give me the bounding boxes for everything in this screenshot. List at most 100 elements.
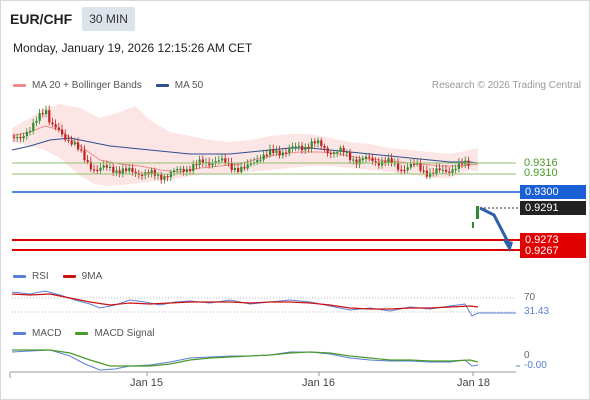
candle-body — [240, 166, 243, 172]
candle-body — [454, 168, 457, 171]
credit-text: Research © 2026 Trading Central — [431, 80, 581, 91]
macd-signal-swatch-icon — [75, 332, 89, 335]
candle-body — [317, 140, 320, 144]
candle-body — [329, 152, 332, 155]
symbol-title: EUR/CHF — [10, 11, 73, 27]
level-label-green1: 0.9316 — [524, 157, 558, 169]
candle-body — [403, 170, 406, 172]
candle-body — [125, 168, 128, 171]
candle-body — [121, 168, 124, 174]
candle-body — [86, 159, 89, 162]
legend-9ma: 9MA — [62, 271, 102, 282]
legend-rsi: RSI — [13, 271, 49, 282]
candle-body — [438, 168, 441, 170]
candle-body — [310, 141, 313, 149]
candle-body — [211, 163, 214, 166]
candle-body — [163, 176, 166, 180]
target1-price-tag: 0.9273 — [520, 233, 586, 247]
candle-body — [432, 172, 435, 175]
candle-body — [349, 152, 352, 161]
candle-body — [64, 134, 67, 140]
candle-body — [285, 152, 288, 154]
target2-price-tag: 0.9267 — [520, 244, 586, 258]
x-label-jan16: Jan 16 — [302, 377, 336, 389]
candle-body — [16, 136, 19, 139]
candle-body — [73, 142, 76, 145]
last-candle — [476, 206, 479, 219]
candle-body — [25, 132, 28, 137]
candle-body — [409, 163, 412, 168]
candle-body — [345, 152, 348, 154]
legend-macd-signal-label: MACD Signal — [94, 328, 155, 339]
candle-body — [371, 157, 374, 162]
candle-body — [259, 159, 262, 161]
datetime-label: Monday, January 19, 2026 12:15:26 AM CET — [13, 41, 253, 55]
candle-body — [269, 149, 272, 155]
pivot-price-tag: 0.9300 — [520, 185, 586, 199]
legend-ma50: MA 50 — [155, 80, 204, 91]
candle-body — [217, 160, 220, 162]
candle-body — [13, 136, 16, 138]
candle-body — [233, 168, 236, 171]
timeframe-button[interactable]: 30 MIN — [82, 7, 135, 31]
candle-body — [189, 169, 192, 171]
bollinger-band — [12, 104, 478, 186]
candle-body — [70, 140, 73, 145]
candle-body — [237, 168, 240, 172]
candle-body — [342, 147, 345, 153]
candle-body — [157, 174, 160, 176]
candle-body — [166, 176, 169, 178]
candle-body — [41, 113, 44, 115]
candle-body — [182, 168, 185, 172]
rsi-value-label: 31.43 — [524, 306, 550, 317]
9ma-swatch-icon — [62, 275, 76, 278]
ma20-line — [11, 125, 479, 173]
legend-ma50-label: MA 50 — [174, 80, 204, 91]
rsi-9ma-line — [11, 293, 479, 310]
candle-body — [249, 163, 252, 165]
candle-body — [176, 169, 179, 171]
candle-body — [262, 154, 265, 160]
candle-body — [29, 130, 32, 133]
candle-body — [51, 122, 54, 125]
candle-body — [461, 162, 464, 165]
macd-zero-label: 0 — [524, 350, 530, 361]
candle-body — [390, 158, 393, 164]
candle-body — [323, 146, 326, 149]
candle-body — [457, 162, 460, 169]
price-legend: MA 20 + Bollinger Bands MA 50 — [13, 80, 217, 91]
rsi-swatch-icon — [13, 275, 26, 278]
candle-body — [61, 129, 64, 135]
candle-body — [278, 150, 281, 156]
candle-body — [221, 158, 224, 161]
candle-body — [294, 146, 297, 148]
candle-body — [320, 140, 323, 147]
macd-signal-line — [12, 349, 479, 367]
candle-body — [333, 152, 336, 154]
candle-body — [102, 165, 105, 168]
candle-body — [169, 172, 172, 178]
candle-body — [400, 169, 403, 171]
x-label-jan15: Jan 15 — [130, 377, 164, 389]
candle-body — [192, 164, 195, 171]
candle-body — [406, 167, 409, 171]
candle-body — [83, 150, 86, 160]
candle-body — [54, 124, 57, 128]
candlesticks — [13, 105, 470, 184]
x-label-jan18: Jan 18 — [457, 377, 491, 389]
candle-body — [93, 169, 96, 171]
candle-body — [32, 122, 35, 131]
candle-body — [185, 169, 188, 172]
candle-body — [147, 172, 150, 174]
candle-body — [422, 170, 425, 172]
candle-body — [393, 162, 396, 165]
candle-body — [275, 150, 278, 154]
candle-body — [297, 145, 300, 148]
candle-body — [173, 170, 176, 173]
candle-body — [313, 141, 316, 144]
candle-body — [355, 159, 358, 165]
level-label-green2: 0.9310 — [524, 167, 558, 179]
legend-macd: MACD — [13, 328, 61, 339]
ma20-swatch-icon — [13, 84, 26, 87]
candle-body — [118, 170, 121, 174]
